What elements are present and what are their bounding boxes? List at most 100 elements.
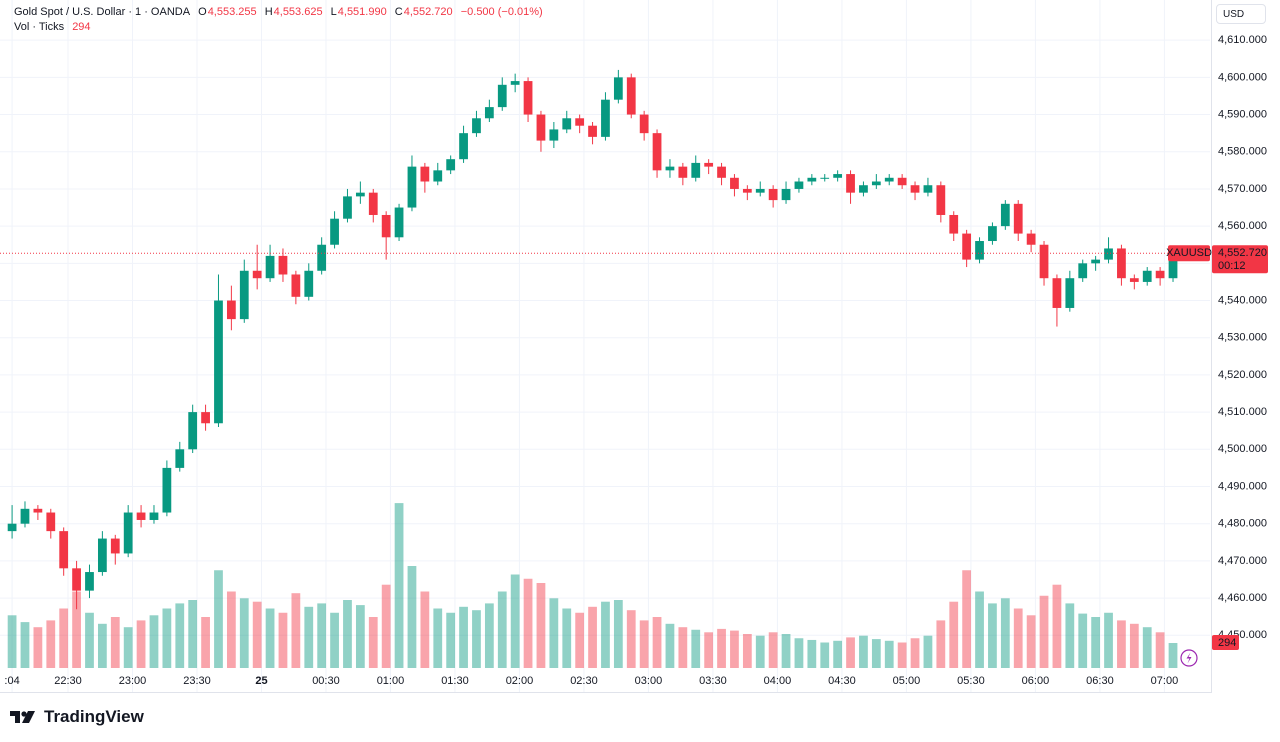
volume-bar	[923, 635, 933, 668]
volume-bar	[807, 639, 817, 668]
candle-body	[949, 214, 959, 234]
volume-bar	[910, 638, 920, 668]
volume-bar	[588, 606, 597, 668]
candle-body	[252, 270, 262, 279]
candle-body	[188, 412, 198, 450]
volume-bar	[601, 601, 610, 668]
candle-body	[1039, 244, 1049, 279]
candle-body	[1026, 233, 1036, 245]
y-tick-label: 4,580.000	[1218, 146, 1267, 158]
volume-bar	[691, 629, 701, 668]
volume-layer	[7, 503, 1178, 668]
symbol-tag	[1168, 245, 1210, 262]
x-tick-label: 03:30	[699, 675, 727, 687]
volume-bar	[407, 566, 417, 668]
volume-bar	[343, 600, 352, 668]
volume-bar	[510, 574, 520, 668]
volume-bar	[639, 620, 649, 668]
volume-bar	[355, 605, 365, 668]
volume-legend: Vol · Ticks 294	[14, 21, 92, 33]
volume-bar	[859, 635, 868, 668]
candle-body	[162, 467, 172, 513]
legend-c: C	[394, 6, 403, 18]
volume-bar	[381, 584, 391, 668]
volume-bar	[1000, 598, 1010, 668]
volume-bar	[33, 627, 43, 668]
volume-bar	[1013, 608, 1023, 668]
volume-bar	[46, 620, 56, 668]
volume-bar	[871, 639, 881, 668]
x-tick-label: 22:30	[54, 675, 82, 687]
brand[interactable]: TradingView	[10, 707, 144, 727]
volume-bar	[239, 598, 249, 668]
candle-body	[1155, 270, 1165, 279]
x-tick-label: 00:30	[312, 675, 340, 687]
candle-body	[652, 133, 662, 171]
candle-body	[110, 538, 120, 554]
volume-bar	[97, 623, 107, 668]
candle-body	[833, 174, 843, 178]
candle-body	[407, 166, 417, 208]
candle-body	[859, 185, 868, 193]
volume-bar	[613, 600, 623, 668]
volume-bar	[975, 591, 984, 668]
candle-body	[665, 166, 675, 171]
candle-body	[278, 255, 288, 275]
symbol-title: Gold Spot / U.S. Dollar · 1 · OANDA	[14, 6, 191, 18]
volume-bar	[304, 606, 314, 668]
candle-body	[381, 214, 391, 238]
volume-bar	[1091, 617, 1101, 668]
candle-body	[123, 512, 133, 554]
volume-bar	[59, 608, 69, 668]
candle-body	[575, 118, 585, 126]
volume-bar	[678, 627, 688, 668]
y-tick-label: 4,490.000	[1218, 480, 1267, 492]
volume-bar	[794, 638, 804, 668]
y-tick-label: 4,600.000	[1218, 71, 1267, 83]
volume-bar	[149, 615, 159, 668]
volume-bar	[472, 610, 481, 668]
candle-body	[1000, 203, 1010, 227]
volume-bar	[368, 617, 378, 668]
y-tick-label: 4,460.000	[1218, 592, 1267, 604]
volume-tag	[1212, 635, 1239, 651]
x-tick-label: 02:30	[570, 675, 598, 687]
volume-bar	[484, 603, 494, 668]
candle-body	[717, 166, 726, 178]
y-tick-label: 4,560.000	[1218, 220, 1267, 232]
candle-body	[1052, 278, 1062, 308]
countdown-label: 00:12	[1218, 260, 1246, 272]
legend-close: 4,552.720	[403, 6, 453, 18]
candle-body	[626, 77, 636, 115]
volume-bar	[549, 598, 559, 668]
x-tick-label: 01:00	[377, 675, 405, 687]
candle-body	[355, 192, 365, 197]
brand-logo	[10, 711, 35, 723]
candle-body	[394, 207, 404, 238]
volume-bar	[846, 637, 855, 668]
volume-bar	[536, 583, 546, 668]
volume-tag-label: 294	[1218, 637, 1236, 649]
currency-button[interactable]: USD	[1216, 4, 1266, 24]
volume-bar	[988, 603, 997, 668]
volume-bar	[949, 601, 959, 668]
candle-body	[781, 188, 791, 201]
volume-bar	[7, 615, 17, 668]
x-tick-label: 01:30	[441, 675, 469, 687]
candle-body	[7, 523, 17, 532]
candle-body	[910, 185, 920, 193]
candle-body	[807, 177, 817, 182]
candle-body	[755, 188, 765, 193]
x-tick-label: 06:30	[1086, 675, 1114, 687]
candle-body	[742, 188, 752, 193]
alert-icon[interactable]	[1180, 649, 1198, 667]
alert-bolt[interactable]	[1186, 652, 1192, 664]
volume-title: Vol · Ticks	[14, 21, 65, 33]
legend-h: H	[264, 6, 273, 18]
candle-body	[1013, 203, 1023, 234]
candle-body	[704, 162, 714, 167]
candle-body	[884, 177, 894, 182]
candle-body	[149, 512, 159, 520]
candle-body	[1142, 270, 1152, 282]
